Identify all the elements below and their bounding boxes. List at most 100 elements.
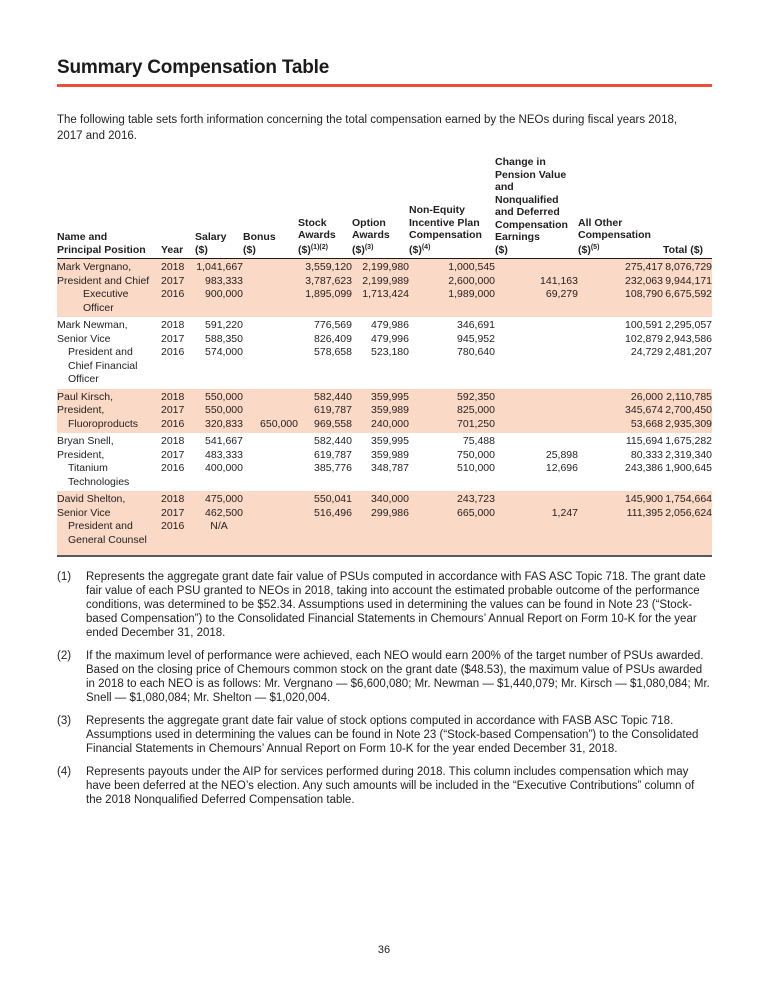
cell-year: 2018 2017 2016 (161, 491, 195, 556)
footnote-text: Represents the aggregate grant date fair… (86, 571, 706, 639)
cell-bonus (243, 259, 298, 318)
all_other-value: 111,395 (626, 506, 663, 519)
cell-all_other: 100,591 102,879 24,729 (578, 317, 663, 389)
cell-stock: 582,440 619,787 969,558 (298, 389, 352, 434)
name-line: President and (68, 346, 133, 358)
footnote-marker: (2) (57, 650, 72, 662)
year-value: 2017 (161, 274, 185, 287)
total-value: 1,754,664 (665, 493, 712, 505)
year-value: 2016 (161, 288, 185, 300)
column-header-option: Option Awards ($)(3) (352, 156, 409, 259)
salary-value: 1,041,667 (196, 261, 243, 273)
bonus-value (243, 462, 298, 476)
option-value: 479,986 (371, 319, 409, 331)
name-line: Senior Vice (57, 506, 111, 519)
salary-value: 550,000 (205, 404, 243, 416)
name-line: General Counsel (68, 533, 147, 546)
name-line: Executive Officer (83, 288, 129, 314)
option-value: 1,713,424 (362, 288, 409, 300)
neo-row-group-kirsch: Paul Kirsch, President, Fluoroproducts 2018… (57, 388, 712, 434)
pension-value: 141,163 (540, 274, 578, 287)
total-value: 1,675,282 (665, 435, 712, 447)
pension-value (495, 404, 578, 418)
name-line: President and (68, 520, 133, 532)
column-header-label: Salary ($) (195, 231, 227, 256)
cell-total: 2,110,785 2,700,450 2,935,309 (663, 389, 712, 434)
stock-value: 1,895,099 (305, 288, 352, 300)
non_equity-value: 75,488 (462, 435, 495, 447)
cell-bonus (243, 491, 298, 556)
total-value: 1,900,645 (665, 462, 712, 474)
non_equity-value: 1,000,545 (448, 261, 495, 273)
salary-value: 591,220 (205, 319, 243, 331)
cell-non_equity: 243,723 665,000 (409, 491, 495, 556)
stock-value (298, 520, 352, 534)
non_equity-value (409, 520, 495, 534)
option-value: 2,199,989 (362, 274, 409, 287)
title-underline-rule (57, 84, 712, 87)
bonus-value (243, 319, 298, 333)
bonus-value (243, 449, 298, 463)
non_equity-value: 1,989,000 (448, 288, 495, 300)
bonus-value (243, 493, 298, 507)
all_other-value: 26,000 (630, 390, 663, 403)
column-header-year: Year (161, 156, 195, 259)
all_other-value: 345,674 (625, 404, 663, 416)
stock-value: 550,041 (314, 493, 352, 505)
total-value: 6,675,592 (665, 288, 712, 300)
non_equity-value: 592,350 (457, 390, 495, 403)
cell-name-position: Mark Newman, Senior Vice President and Chie… (57, 317, 161, 389)
bonus-value (243, 404, 298, 418)
pension-value: 25,898 (545, 448, 578, 461)
stock-value: 3,787,623 (305, 274, 352, 287)
cell-name-position: David Shelton, Senior Vice President and Ge… (57, 491, 161, 556)
total-value: 2,943,586 (665, 332, 712, 345)
all_other-value: 108,790 (625, 288, 663, 300)
option-value: 2,199,980 (362, 261, 409, 273)
pension-value (495, 493, 578, 507)
bonus-value (243, 346, 298, 360)
year-value: 2017 (161, 506, 185, 519)
column-header-label: Non-Equity Incentive Plan Compensation (… (409, 204, 482, 256)
cell-year: 2018 2017 2016 (161, 389, 195, 434)
footnotes-section: (1) Represents the aggregate grant date … (57, 570, 712, 807)
stock-value: 582,440 (314, 390, 352, 403)
page-number: 36 (377, 944, 391, 956)
option-value (352, 520, 409, 534)
cell-all_other: 26,000 345,674 53,668 (578, 389, 663, 434)
total-value: 2,056,624 (665, 506, 712, 519)
salary-value: 483,333 (205, 448, 243, 461)
column-header-bonus: Bonus ($) (243, 156, 298, 259)
stock-value: 385,776 (314, 462, 352, 474)
name-line: Senior Vice (57, 332, 111, 345)
salary-value: 400,000 (205, 462, 243, 474)
all_other-value: 232,063 (625, 274, 663, 287)
column-header-all_other: All Other Compensation ($)(5) (578, 156, 663, 259)
cell-pension (495, 317, 578, 389)
bonus-value (243, 435, 298, 449)
column-header-label: Name and Principal Position (57, 231, 146, 256)
salary-value: 574,000 (205, 346, 243, 358)
salary-value: 550,000 (205, 390, 243, 403)
cell-pension: 25,898 12,696 (495, 433, 578, 491)
non_equity-value: 945,952 (457, 332, 495, 345)
salary-value: 462,500 (205, 506, 243, 519)
salary-value: 900,000 (205, 288, 243, 300)
stock-value: 3,559,120 (305, 261, 352, 273)
name-line: President and Chief (57, 274, 150, 287)
year-value: 2016 (161, 417, 185, 430)
year-value: 2018 (161, 319, 185, 331)
bonus-value (243, 520, 298, 534)
cell-stock: 582,440 619,787 385,776 (298, 433, 352, 491)
year-value: 2018 (161, 390, 185, 403)
cell-pension: 1,247 (495, 491, 578, 556)
pension-value (495, 391, 578, 405)
name-line: David Shelton, (57, 493, 126, 505)
option-value: 359,995 (371, 435, 409, 447)
footnote-marker: (1) (57, 571, 72, 583)
option-value: 359,995 (371, 390, 409, 403)
stock-value: 516,496 (314, 506, 352, 519)
footnote-3: (3) Represents the aggregate grant date … (57, 714, 712, 756)
cell-stock: 550,041 516,496 (298, 491, 352, 556)
